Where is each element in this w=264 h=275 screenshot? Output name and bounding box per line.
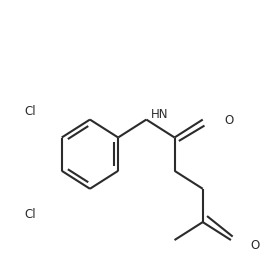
Text: O: O <box>224 114 234 127</box>
Text: Cl: Cl <box>25 105 36 118</box>
Text: Cl: Cl <box>25 208 36 221</box>
Text: O: O <box>250 239 260 252</box>
Text: HN: HN <box>150 108 168 121</box>
